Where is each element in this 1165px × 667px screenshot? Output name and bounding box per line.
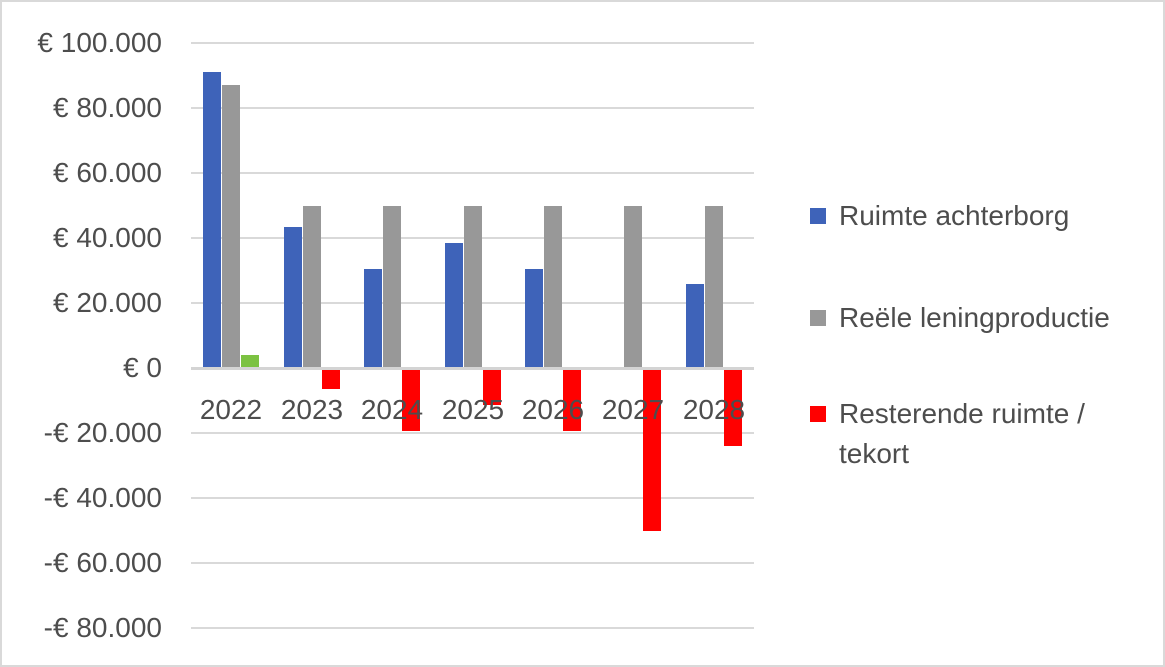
bar-2025-series-1 — [464, 206, 482, 367]
bar-2024-series-1 — [383, 206, 401, 367]
legend-item: Ruimte achterborg — [810, 196, 1069, 236]
legend-swatch-icon — [810, 208, 826, 224]
bar-2026-series-1 — [544, 206, 562, 367]
legend-item: Resterende ruimte / tekort — [810, 394, 1085, 474]
y-tick-label: -€ 40.000 — [43, 482, 162, 513]
bar-2024-series-2 — [402, 370, 420, 431]
x-axis-line — [191, 367, 754, 370]
bar-2023-series-1 — [303, 206, 321, 367]
gridline — [191, 42, 754, 44]
y-tick-label: € 20.000 — [53, 287, 162, 318]
y-tick-label: -€ 60.000 — [43, 547, 162, 578]
gridline — [191, 107, 754, 109]
x-tick-label: 2026 — [521, 394, 585, 425]
gridline — [191, 497, 754, 499]
legend-item: Reële leningproductie — [810, 298, 1110, 338]
y-tick-label: € 60.000 — [53, 157, 162, 188]
bar-2023-series-0 — [284, 227, 302, 367]
bar-2027-series-2 — [643, 370, 661, 531]
y-tick-label: € 40.000 — [53, 222, 162, 253]
x-tick-label: 2022 — [199, 394, 263, 425]
y-tick-label: € 80.000 — [53, 92, 162, 123]
bar-2022-series-1 — [222, 85, 240, 367]
bar-2028-series-1 — [705, 206, 723, 367]
bar-2027-series-1 — [624, 206, 642, 367]
bar-2026-series-0 — [525, 269, 543, 367]
legend-swatch-icon — [810, 310, 826, 326]
bar-2028-series-2 — [724, 370, 742, 446]
gridline — [191, 432, 754, 434]
bar-2026-series-2 — [563, 370, 581, 431]
gridline — [191, 562, 754, 564]
legend-swatch-icon — [810, 406, 826, 422]
bar-2022-series-2 — [241, 355, 259, 367]
y-tick-label: € 0 — [123, 352, 162, 383]
bar-2025-series-0 — [445, 243, 463, 367]
y-tick-label: -€ 80.000 — [43, 612, 162, 643]
legend-label: Ruimte achterborg — [839, 200, 1070, 231]
gridline — [191, 627, 754, 629]
gridline — [191, 172, 754, 174]
y-tick-label: -€ 20.000 — [43, 417, 162, 448]
x-tick-label: 2023 — [280, 394, 344, 425]
bar-2023-series-2 — [322, 370, 340, 389]
x-tick-label: 2024 — [360, 394, 424, 425]
x-tick-label: 2025 — [441, 394, 505, 425]
x-tick-label: 2028 — [682, 394, 746, 425]
x-tick-label: 2027 — [601, 394, 665, 425]
bar-2028-series-0 — [686, 284, 704, 367]
y-tick-label: € 100.000 — [37, 27, 162, 58]
bar-2022-series-0 — [203, 72, 221, 367]
legend-label: Resterende ruimte / tekort — [839, 398, 1085, 469]
bar-2025-series-2 — [483, 370, 501, 405]
legend-label: Reële leningproductie — [839, 302, 1110, 333]
bar-2024-series-0 — [364, 269, 382, 367]
